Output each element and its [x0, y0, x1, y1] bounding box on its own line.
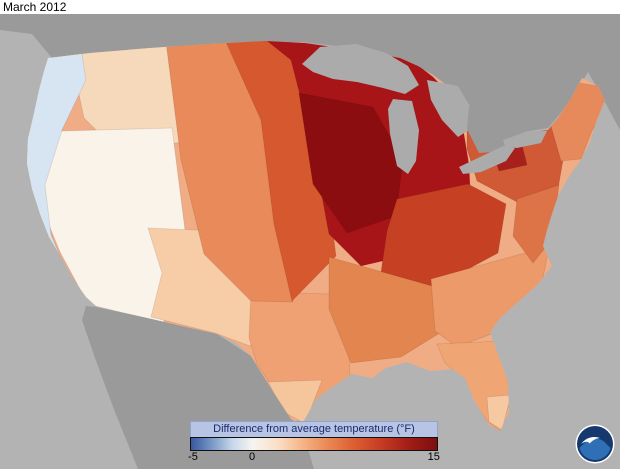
noaa-emblem: [575, 424, 615, 464]
legend-colorbar: [190, 437, 438, 451]
legend: Difference from average temperature (°F)…: [188, 421, 440, 465]
legend-title: Difference from average temperature (°F): [190, 421, 438, 437]
lake-superior: [302, 44, 419, 94]
legend-tick-zero: 0: [248, 451, 256, 463]
lake-michigan: [388, 99, 419, 174]
noaa-gull-icon: [581, 436, 600, 444]
lake-ontario: [503, 131, 547, 148]
legend-ticks: -5 0 15: [188, 451, 440, 465]
legend-tick-max: 15: [427, 451, 440, 463]
map-title: March 2012: [3, 0, 67, 14]
noaa-logo: [575, 424, 615, 464]
lake-erie: [459, 146, 515, 174]
lake-huron: [427, 80, 472, 137]
legend-tick-min: -5: [188, 451, 198, 463]
great-lakes: [302, 44, 547, 174]
noaa-sea-swoosh: [579, 438, 611, 461]
